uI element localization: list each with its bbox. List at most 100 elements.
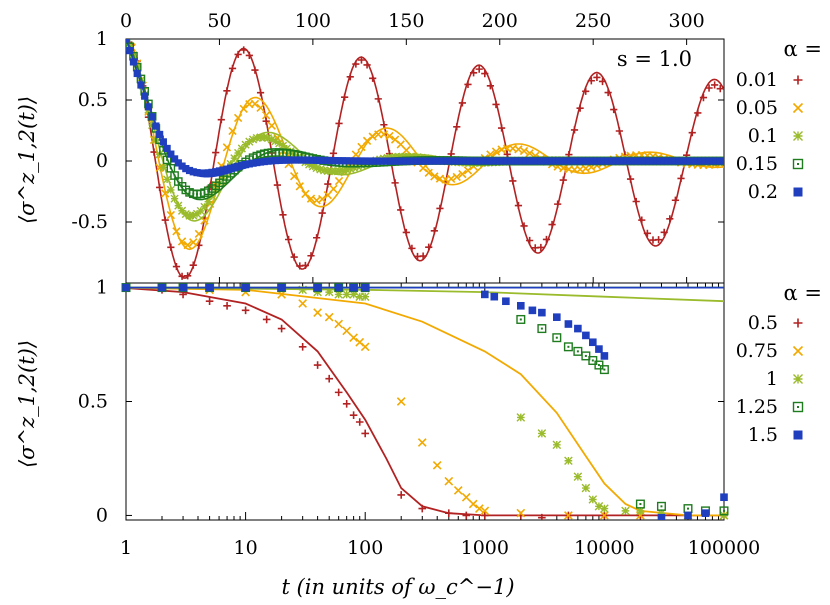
top-legend-marker-0.05 (792, 102, 804, 114)
top-point-0.2 (365, 157, 373, 165)
top-point-0.01 (335, 119, 343, 128)
top-point-0.1 (159, 163, 168, 172)
top-point-0.01 (671, 196, 680, 204)
bottom-point-1.25 (552, 333, 562, 343)
top-point-0.2 (604, 157, 612, 165)
legend-title-bottom: α = (784, 281, 822, 305)
top-point-0.2 (653, 157, 661, 165)
top-point-0.2 (219, 166, 227, 174)
top-annotation: s = 1.0 (617, 47, 692, 71)
bottom-point-1.5 (179, 283, 187, 292)
top-point-0.2 (271, 156, 280, 165)
top-point-0.2 (548, 157, 556, 165)
top-plot-area (126, 39, 724, 280)
bottom-point-0.75 (474, 504, 484, 513)
top-point-0.01 (469, 69, 478, 77)
top-point-0.05 (306, 194, 316, 203)
top-point-0.2 (413, 157, 422, 165)
bottom-point-0.5 (334, 388, 343, 397)
top-point-0.05 (329, 184, 338, 194)
bottom-point-0.5 (241, 306, 250, 315)
top-point-0.2 (185, 166, 194, 175)
top-legend-marker-0.01 (793, 75, 803, 85)
bottom-point-1 (360, 292, 370, 301)
top-point-0.05 (189, 238, 198, 247)
bottom-point-0.75 (564, 511, 573, 520)
top-point-0.2 (313, 156, 321, 164)
top-point-0.01 (329, 149, 338, 157)
bottom-legend-marker-1.5 (793, 430, 803, 440)
top-point-0.01 (604, 88, 612, 97)
top-point-0.2 (664, 157, 672, 165)
top-point-0.05 (446, 174, 456, 183)
bottom-plot-area (121, 283, 729, 520)
top-x-tick-label: 100 (295, 10, 331, 32)
axis-labels: ⟨σ^z_1,2(t)⟩ ⟨σ^z_1,2(t)⟩ t (in units of… (15, 37, 822, 599)
top-point-0.01 (598, 77, 607, 86)
top-point-0.1 (200, 202, 209, 211)
top-point-0.2 (369, 157, 377, 165)
top-point-0.2 (567, 157, 575, 165)
top-point-0.01 (380, 121, 388, 129)
top-legend-label-0.15: 0.15 (736, 153, 778, 175)
top-point-0.2 (167, 150, 175, 158)
top-point-0.01 (666, 215, 674, 223)
top-point-0.01 (486, 82, 495, 90)
bottom-point-0.75 (432, 460, 442, 470)
bottom-legend-label-0.5: 0.5 (748, 312, 778, 334)
top-point-0.2 (402, 157, 410, 165)
top-point-0.2 (709, 157, 717, 165)
top-point-0.01 (464, 80, 472, 88)
top-point-0.2 (275, 156, 283, 164)
top-point-0.2 (215, 167, 224, 175)
top-point-0.05 (452, 172, 461, 182)
bottom-point-0.5 (361, 429, 369, 438)
top-point-0.2 (641, 157, 650, 165)
bottom-point-1.5 (589, 338, 597, 347)
top-point-0.2 (152, 122, 160, 130)
top-point-0.2 (443, 157, 452, 165)
top-point-0.01 (498, 124, 506, 132)
bottom-point-1.25 (563, 342, 573, 352)
top-point-0.05 (256, 103, 265, 112)
top-point-0.01 (688, 129, 696, 137)
top-point-0.1 (334, 166, 344, 176)
top-point-0.05 (166, 210, 176, 220)
top-point-0.2 (395, 157, 403, 165)
top-point-0.2 (503, 157, 511, 165)
bottom-point-0.75 (480, 506, 490, 516)
y-axis-label-top: ⟨σ^z_1,2(t)⟩ (15, 96, 39, 224)
top-point-0.2 (589, 157, 597, 165)
bottom-point-1.5 (595, 345, 603, 353)
top-point-0.2 (290, 156, 298, 164)
top-point-0.2 (372, 157, 381, 165)
bottom-legend-marker-1 (793, 374, 803, 384)
top-point-0.2 (357, 157, 366, 165)
top-point-0.2 (298, 156, 306, 164)
top-point-0.2 (533, 157, 541, 165)
bottom-point-1.5 (564, 320, 573, 328)
top-point-0.05 (491, 147, 501, 156)
top-point-0.01 (290, 253, 298, 261)
top-point-0.1 (252, 133, 261, 143)
top-point-0.01 (570, 126, 579, 134)
top-point-0.2 (634, 157, 642, 165)
top-point-0.2 (537, 157, 545, 165)
top-point-0.2 (249, 159, 257, 167)
top-point-0.2 (473, 157, 481, 165)
top-point-0.01 (481, 69, 489, 78)
top-point-0.01 (279, 211, 287, 219)
top-point-0.05 (161, 189, 170, 198)
top-point-0.2 (701, 157, 709, 165)
top-point-0.2 (126, 39, 130, 43)
bottom-point-1 (342, 290, 351, 299)
top-point-0.2 (238, 161, 246, 170)
top-point-0.2 (279, 156, 287, 164)
top-point-0.2 (499, 157, 508, 165)
top-point-0.01 (167, 243, 175, 251)
top-point-0.2 (570, 157, 579, 165)
top-point-0.2 (174, 159, 182, 167)
top-point-0.2 (488, 157, 496, 165)
top-point-0.1 (316, 165, 325, 174)
bottom-point-1.25 (683, 504, 693, 514)
